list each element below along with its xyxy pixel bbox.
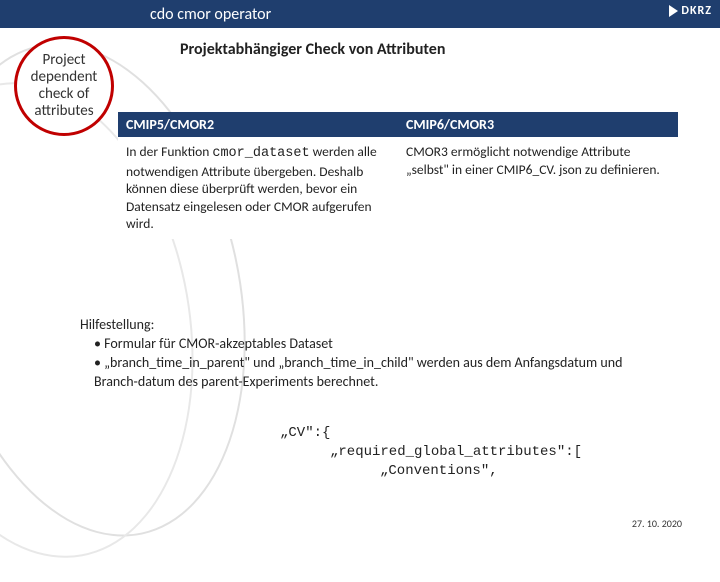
code-snippet: „CV":{ „required_global_attributes":[ „C…	[280, 424, 582, 481]
logo-text: DKRZ	[681, 4, 712, 18]
code-line: „Conventions",	[380, 462, 582, 481]
code-line: „CV":{	[280, 424, 582, 443]
table-cell-1: In der Funktion cmor_dataset werden alle…	[118, 137, 398, 239]
header-bar: cdo cmor operator DKRZ	[0, 0, 720, 28]
help-item: Formular für CMOR-akzeptables Dataset	[94, 335, 640, 354]
table-header-2: CMIP6/CMOR3	[398, 112, 678, 137]
code-inline: cmor_dataset	[212, 146, 309, 161]
logo-arrow-icon	[669, 5, 678, 17]
table-cell-2: CMOR3 ermöglicht notwendige Attribute „s…	[398, 137, 678, 239]
callout-bubble: Project dependent check of attributes	[14, 36, 114, 136]
footer-date: 27. 10. 2020	[632, 517, 682, 530]
logo: DKRZ	[669, 4, 712, 18]
header-title: cdo cmor operator	[150, 5, 271, 24]
help-item: „branch_time_in_parent" und „branch_time…	[94, 354, 640, 392]
help-title: Hilfestellung:	[80, 316, 640, 335]
help-section: Hilfestellung: Formular für CMOR-akzepta…	[80, 316, 640, 392]
subtitle: Projektabhängiger Check von Attributen	[180, 40, 445, 59]
comparison-table: CMIP5/CMOR2 CMIP6/CMOR3 In der Funktion …	[118, 112, 678, 239]
table-header-1: CMIP5/CMOR2	[118, 112, 398, 137]
code-line: „required_global_attributes":[	[330, 443, 582, 462]
